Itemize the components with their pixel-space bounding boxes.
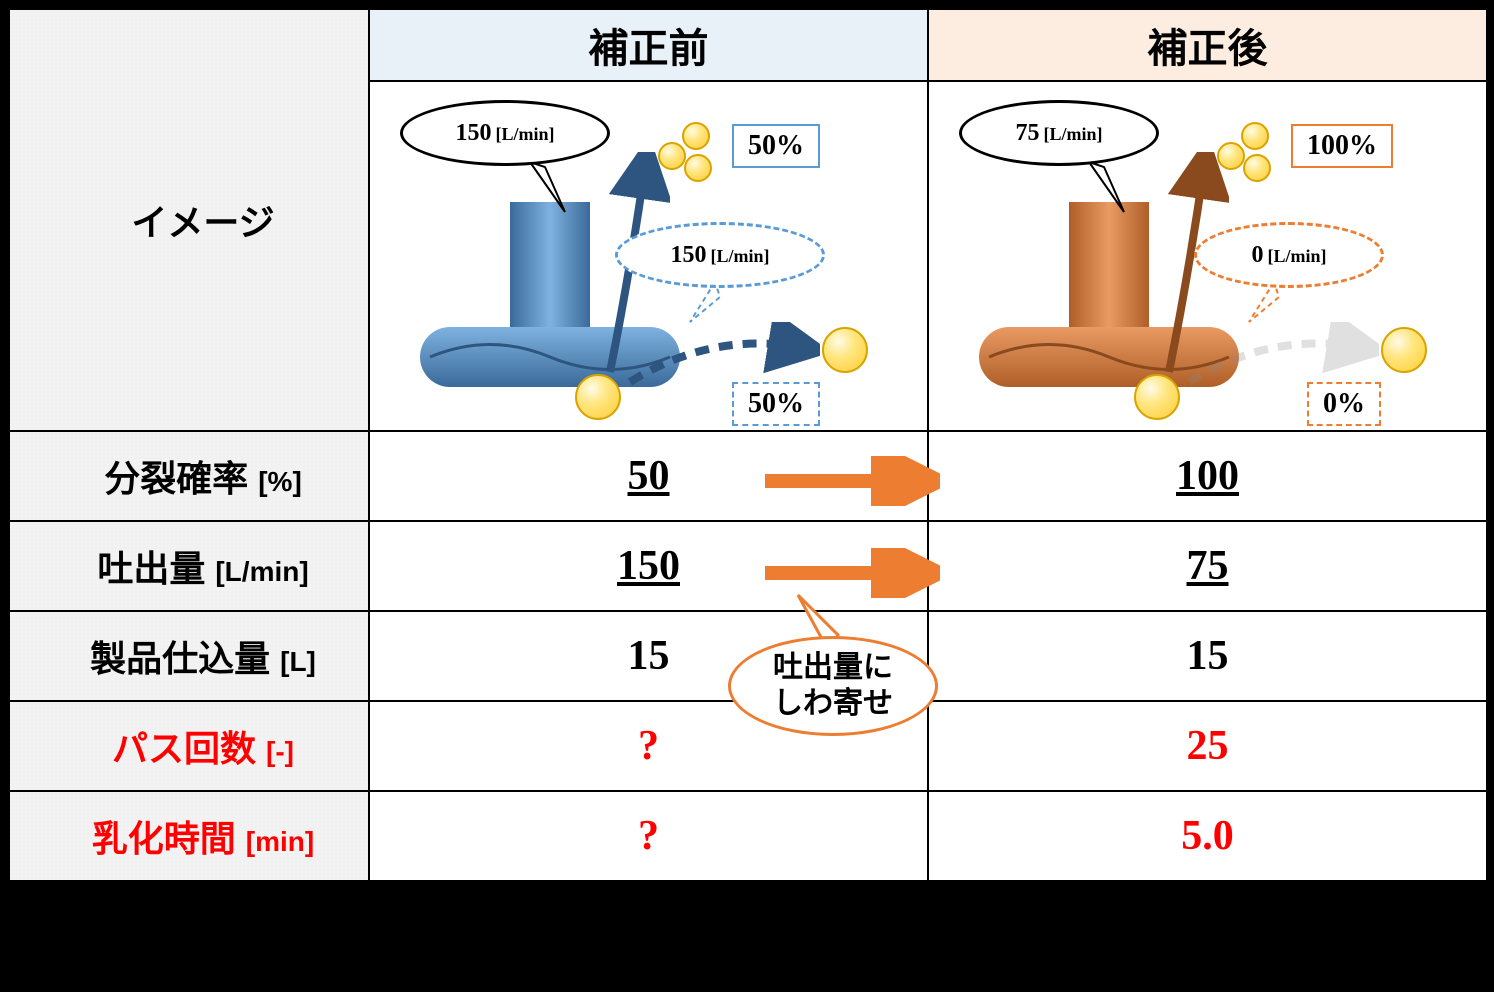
header-after: 補正後 — [928, 9, 1487, 81]
label-unit: [L] — [280, 646, 316, 677]
cell-after: 25 — [928, 701, 1487, 791]
mixer-icon — [969, 202, 1249, 402]
bubble-icon — [684, 154, 712, 182]
bubble-icon — [1217, 142, 1245, 170]
diagram-after: 75 [L/min] 0 [L/min] 100% 0% — [929, 82, 1486, 430]
label-text: 吐出量 — [97, 548, 205, 589]
bubble-icon — [658, 142, 686, 170]
bubble-icon — [822, 327, 868, 373]
value: 75 — [1187, 543, 1229, 589]
speech-text: 150 [L/min] — [455, 120, 554, 147]
header-row: イメージ 補正前 補正後 — [9, 9, 1487, 81]
value: ? — [638, 813, 659, 859]
row-discharge: 吐出量 [L/min] 150 75 — [9, 521, 1487, 611]
speech-side: 0 [L/min] — [1194, 222, 1384, 288]
value: 150 — [617, 543, 680, 589]
speech-text: 150 [L/min] — [670, 242, 769, 269]
row-split-prob: 分裂確率 [%] 50 100 — [9, 431, 1487, 521]
row-label: 分裂確率 [%] — [9, 431, 369, 521]
speech-text: 75 [L/min] — [1015, 120, 1102, 147]
speech-up: 150 [L/min] — [400, 100, 610, 166]
frame: イメージ 補正前 補正後 — [0, 0, 1494, 992]
pct-side-box: 0% — [1307, 382, 1381, 426]
label-text: パス回数 — [112, 728, 256, 769]
pct-up-box: 50% — [732, 124, 820, 168]
label-text: 製品仕込量 — [90, 638, 270, 679]
row-label: 製品仕込量 [L] — [9, 611, 369, 701]
label-text: 乳化時間 — [92, 818, 236, 859]
pct-up-box: 100% — [1291, 124, 1393, 168]
speech-side: 150 [L/min] — [615, 222, 825, 288]
bubble-icon — [1134, 374, 1180, 420]
row-label: パス回数 [-] — [9, 701, 369, 791]
diagram-after-cell: 75 [L/min] 0 [L/min] 100% 0% — [928, 81, 1487, 431]
label-text: イメージ — [131, 202, 274, 243]
callout-bubble: 吐出量に しわ寄せ — [728, 636, 938, 736]
bubble-icon — [575, 374, 621, 420]
value: 50 — [628, 453, 670, 499]
callout-line2: しわ寄せ — [773, 686, 893, 722]
row-label: 吐出量 [L/min] — [9, 521, 369, 611]
comparison-table: イメージ 補正前 補正後 — [8, 8, 1488, 882]
label-unit: [L/min] — [215, 556, 308, 587]
transition-arrow-icon — [760, 548, 940, 598]
label-unit: [%] — [258, 466, 302, 497]
callout-line1: 吐出量に — [773, 650, 893, 686]
row-label-image: イメージ — [9, 9, 369, 431]
bubble-icon — [1241, 122, 1269, 150]
row-label: 乳化時間 [min] — [9, 791, 369, 881]
overlay-layer: イメージ 補正前 補正後 — [8, 8, 1486, 882]
speech-up: 75 [L/min] — [959, 100, 1159, 166]
label-text: 分裂確率 — [104, 458, 248, 499]
diagram-before: 150 [L/min] 150 [L/min] 50% 50% — [370, 82, 927, 430]
value: 25 — [1187, 723, 1229, 769]
value: 100 — [1176, 453, 1239, 499]
cell-before: ? — [369, 791, 928, 881]
cell-after: 5.0 — [928, 791, 1487, 881]
label-unit: [min] — [246, 826, 314, 857]
cell-after: 100 — [928, 431, 1487, 521]
diagram-before-cell: 150 [L/min] 150 [L/min] 50% 50% — [369, 81, 928, 431]
pct-side-box: 50% — [732, 382, 820, 426]
value: 15 — [1187, 633, 1229, 679]
bubble-icon — [682, 122, 710, 150]
label-unit: [-] — [266, 736, 294, 767]
transition-arrow-icon — [760, 456, 940, 506]
cell-after: 15 — [928, 611, 1487, 701]
cell-after: 75 — [928, 521, 1487, 611]
value: 15 — [628, 633, 670, 679]
value: 5.0 — [1181, 813, 1234, 859]
speech-text: 0 [L/min] — [1251, 242, 1326, 269]
bubble-icon — [1243, 154, 1271, 182]
header-before: 補正前 — [369, 9, 928, 81]
value: ? — [638, 723, 659, 769]
bubble-icon — [1381, 327, 1427, 373]
row-emul-time: 乳化時間 [min] ? 5.0 — [9, 791, 1487, 881]
